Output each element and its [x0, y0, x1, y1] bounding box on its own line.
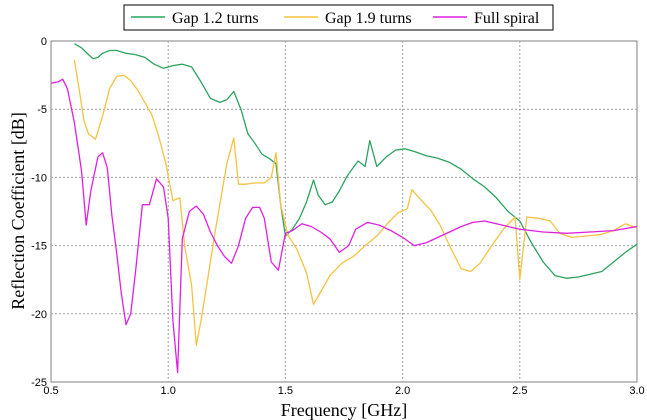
x-tick-label: 1.5 [278, 385, 293, 397]
legend-label-gap-1-2-turns: Gap 1.2 turns [172, 10, 259, 27]
plot-area-frame [50, 40, 638, 383]
x-tick-label: 2.0 [395, 385, 410, 397]
y-tick-label: -10 [31, 172, 47, 184]
legend-label-gap-1-9-turns: Gap 1.9 turns [325, 10, 412, 27]
series-line-full-spiral [50, 78, 638, 374]
x-tick-label: 0.5 [43, 385, 58, 397]
y-tick-label: -5 [37, 104, 47, 116]
series-line-gap-1-9-turns [73, 59, 638, 346]
x-tick-label: 3.0 [629, 385, 644, 397]
axis-ticks: 0.5 1.0 1.5 2.0 2.5 3.0 0 -5 -10 -15 -20 -25 [31, 36, 645, 397]
legend-box [123, 4, 554, 31]
y-tick-label: 0 [41, 36, 47, 48]
x-axis-title: Frequency [GHz] [281, 400, 407, 420]
legend-label-full-spiral: Full spiral [474, 10, 540, 27]
y-tick-label: -25 [31, 377, 47, 389]
y-tick-label: -15 [31, 241, 47, 253]
y-axis-title: Reflection Coefficient [dB] [8, 112, 28, 310]
x-tick-label: 2.5 [512, 385, 527, 397]
legend: Gap 1.2 turns Gap 1.9 turns Full spiral [123, 4, 554, 31]
series-line-gap-1-2-turns [74, 43, 638, 279]
legend-items: Gap 1.2 turns Gap 1.9 turns Full spiral [131, 10, 540, 27]
series-lines [50, 43, 638, 374]
y-tick-label: -20 [31, 309, 47, 321]
grid-lines [51, 41, 637, 382]
x-tick-label: 1.0 [161, 385, 176, 397]
